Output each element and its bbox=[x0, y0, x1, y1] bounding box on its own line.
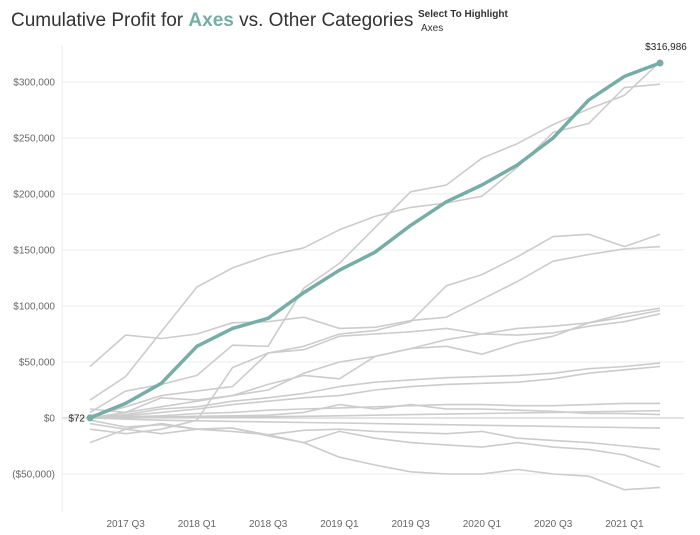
category-line bbox=[89, 402, 660, 419]
y-tick-label: $0 bbox=[44, 414, 56, 425]
x-tick-label: 2020 Q1 bbox=[463, 519, 502, 530]
x-tick-label: 2018 Q1 bbox=[178, 519, 217, 530]
category-line bbox=[89, 362, 661, 419]
y-tick-label: $300,000 bbox=[13, 78, 55, 89]
x-tick-label: 2020 Q3 bbox=[534, 519, 573, 530]
category-line bbox=[89, 83, 661, 401]
category-line bbox=[89, 409, 661, 419]
category-line bbox=[89, 419, 661, 451]
category-line bbox=[89, 417, 661, 429]
category-line bbox=[89, 365, 661, 419]
x-tick-label: 2021 Q1 bbox=[605, 519, 644, 530]
x-tick-label: 2019 Q3 bbox=[391, 519, 430, 530]
y-tick-label: $250,000 bbox=[13, 134, 55, 145]
x-tick-label: 2018 Q3 bbox=[249, 519, 288, 530]
category-line bbox=[89, 313, 661, 435]
highlight-filter[interactable]: Select To Highlight Axes bbox=[418, 9, 508, 34]
start-value-label: $72 bbox=[68, 413, 85, 424]
filter-label: Select To Highlight bbox=[418, 9, 508, 20]
category-line bbox=[89, 307, 661, 414]
end-point bbox=[656, 59, 664, 67]
title-highlight: Axes bbox=[188, 10, 234, 31]
x-tick-label: 2017 Q3 bbox=[106, 519, 145, 530]
category-line bbox=[89, 309, 661, 419]
y-tick-label: ($50,000) bbox=[12, 470, 55, 481]
category-line bbox=[89, 427, 661, 469]
y-tick-label: $100,000 bbox=[13, 302, 55, 313]
y-tick-label: $50,000 bbox=[19, 358, 56, 369]
y-tick-label: $150,000 bbox=[13, 246, 55, 257]
end-value-label: $316,986 bbox=[645, 42, 687, 53]
start-point bbox=[86, 414, 94, 422]
filter-value[interactable]: Axes bbox=[421, 23, 444, 34]
title-prefix: Cumulative Profit for bbox=[11, 10, 189, 31]
category-line bbox=[89, 233, 661, 417]
title-suffix: vs. Other Categories bbox=[233, 10, 414, 31]
category-line bbox=[89, 61, 661, 414]
category-line bbox=[89, 245, 661, 368]
x-tick-label: 2019 Q1 bbox=[320, 519, 359, 530]
category-line bbox=[89, 422, 661, 491]
y-tick-label: $200,000 bbox=[13, 190, 55, 201]
chart-title: Cumulative Profit for Axes vs. Other Cat… bbox=[11, 10, 413, 32]
highlighted-line bbox=[88, 61, 662, 420]
